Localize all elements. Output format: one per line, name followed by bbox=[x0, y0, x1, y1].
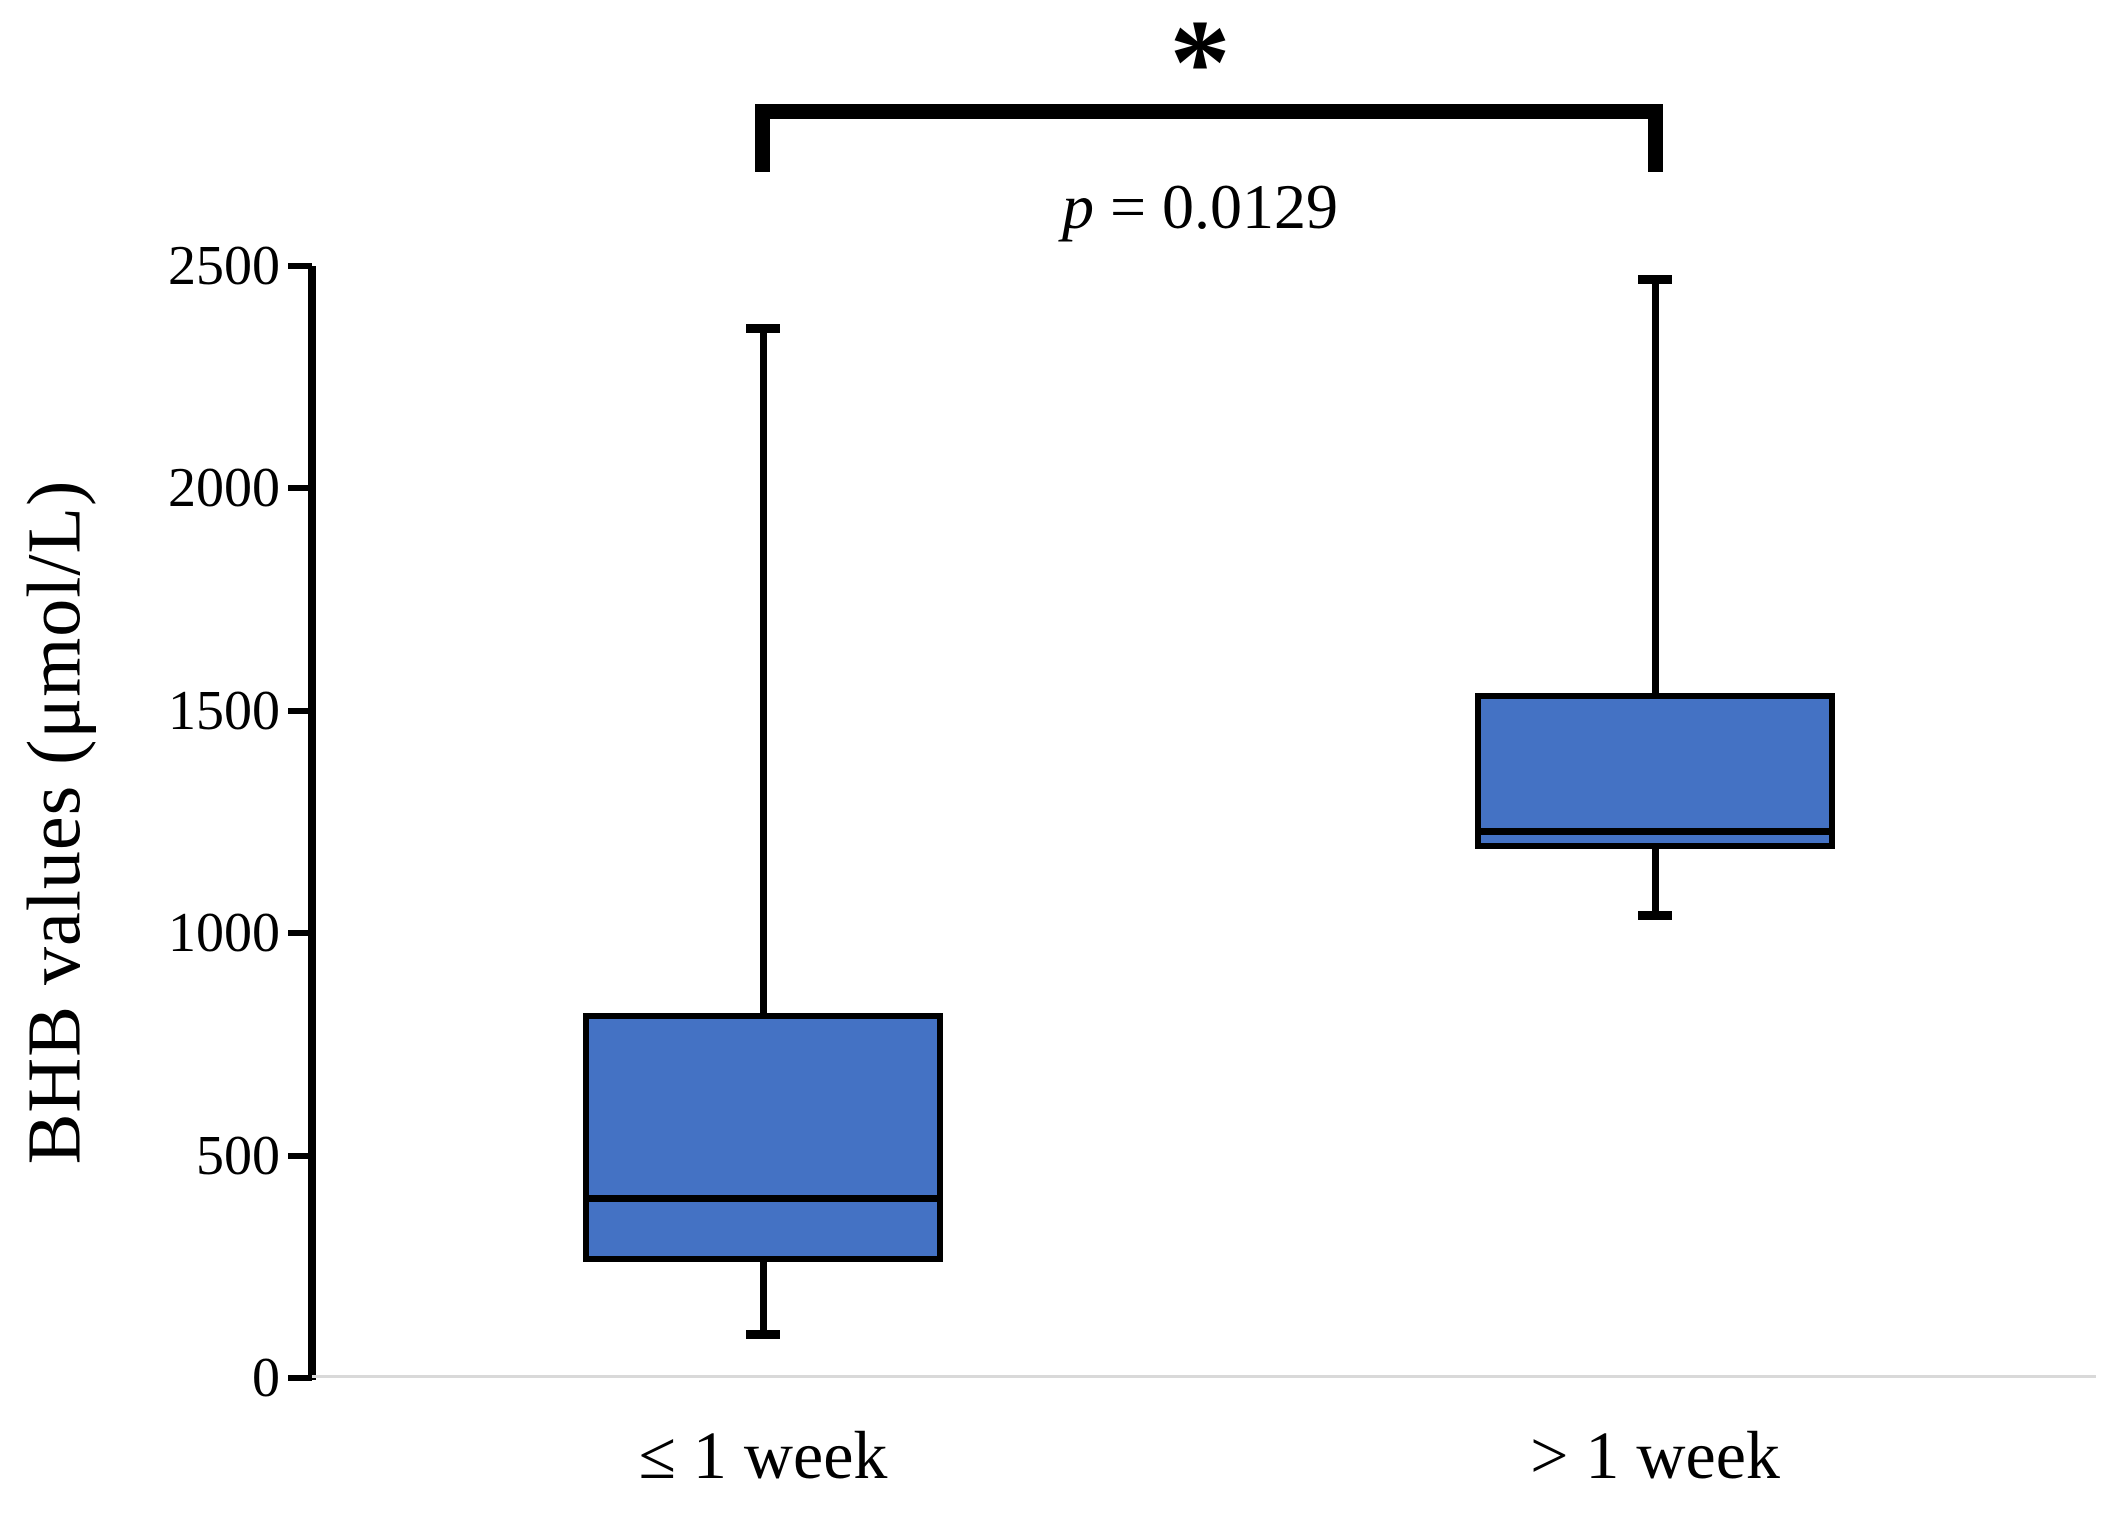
y-tick-mark bbox=[288, 263, 312, 269]
significance-bracket-left-leg bbox=[755, 104, 770, 172]
upper-whisker-line bbox=[1651, 279, 1659, 693]
boxplot-box bbox=[583, 1013, 943, 1262]
y-tick-label: 1000 bbox=[168, 902, 280, 964]
y-tick-mark bbox=[288, 485, 312, 491]
median-line bbox=[583, 1194, 943, 1202]
y-tick-mark bbox=[288, 708, 312, 714]
significance-bracket-bar bbox=[755, 104, 1663, 119]
y-axis-title: BHB values (μmol/L) bbox=[12, 479, 97, 1165]
lower-whisker-line bbox=[1651, 849, 1659, 915]
y-tick-label: 2500 bbox=[168, 235, 280, 297]
y-tick-label: 500 bbox=[196, 1125, 280, 1187]
significance-bracket-right-leg bbox=[1648, 104, 1663, 172]
y-tick-mark bbox=[288, 930, 312, 936]
p-value-label: p = 0.0129 bbox=[1062, 172, 1338, 242]
y-tick-label: 0 bbox=[252, 1347, 280, 1409]
y-tick-label: 1500 bbox=[168, 680, 280, 742]
lower-whisker-cap bbox=[1638, 910, 1672, 920]
lower-whisker-cap bbox=[746, 1329, 780, 1339]
y-tick-mark bbox=[288, 1375, 312, 1381]
y-axis-line bbox=[308, 266, 316, 1380]
upper-whisker-line bbox=[759, 328, 767, 1013]
y-tick-label: 2000 bbox=[168, 457, 280, 519]
x-axis-baseline bbox=[312, 1375, 2096, 1378]
x-category-label: ≤ 1 week bbox=[638, 1417, 888, 1493]
upper-whisker-cap bbox=[746, 323, 780, 333]
x-category-label: > 1 week bbox=[1530, 1417, 1780, 1493]
p-symbol: p bbox=[1061, 171, 1094, 242]
p-value-text: = 0.0129 bbox=[1093, 171, 1339, 242]
upper-whisker-cap bbox=[1638, 274, 1672, 284]
significance-asterisk: * bbox=[1169, 0, 1231, 130]
median-line bbox=[1475, 827, 1835, 835]
y-tick-mark bbox=[288, 1153, 312, 1159]
boxplot-box bbox=[1475, 693, 1835, 849]
lower-whisker-line bbox=[759, 1262, 767, 1334]
